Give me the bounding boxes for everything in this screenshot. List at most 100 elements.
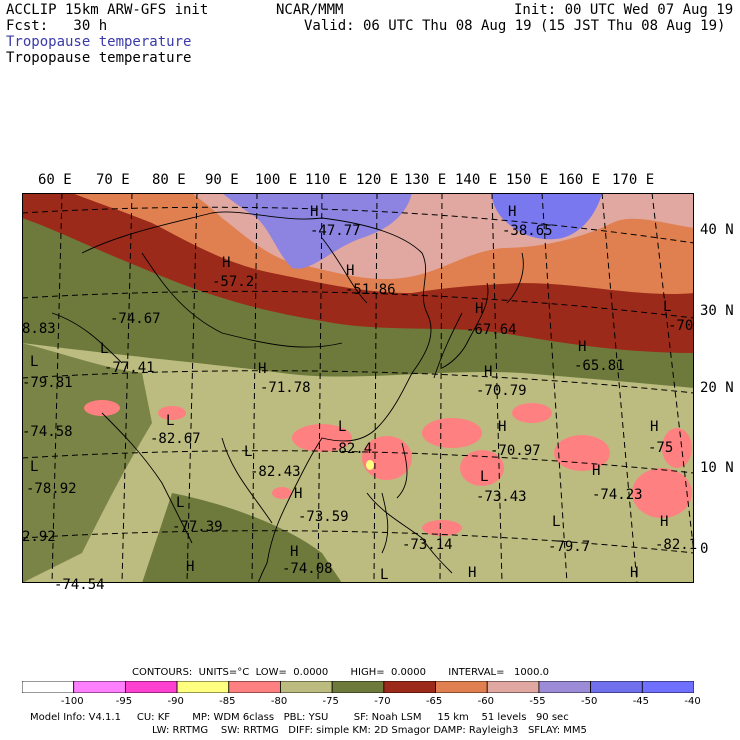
value-label: -73.14 bbox=[402, 537, 453, 553]
high-marker: H bbox=[290, 544, 299, 560]
value-label: -82.1 bbox=[655, 537, 698, 553]
high-marker: H bbox=[508, 204, 517, 220]
value-label: -38.65 bbox=[502, 223, 553, 239]
color-scale-tick: -75 bbox=[322, 696, 339, 707]
value-label: -77.39 bbox=[172, 519, 223, 535]
value-label: -65.81 bbox=[574, 358, 625, 374]
low-marker: L bbox=[30, 354, 39, 370]
title-blue: Tropopause temperature bbox=[6, 34, 192, 50]
low-marker: L bbox=[244, 444, 253, 460]
high-marker: H bbox=[186, 559, 195, 575]
high-marker: H bbox=[484, 364, 493, 380]
lon-label: 120 E bbox=[356, 172, 399, 188]
warm-speck bbox=[366, 460, 374, 470]
high-marker: H bbox=[592, 463, 601, 479]
value-label: -74.54 bbox=[54, 577, 105, 593]
color-swatch bbox=[176, 681, 230, 693]
tropopause-temperature-map bbox=[22, 193, 694, 583]
high-marker: H bbox=[468, 565, 477, 581]
coastlines bbox=[51, 211, 524, 583]
color-scale-tick: -55 bbox=[529, 696, 546, 707]
value-label: -78.92 bbox=[26, 481, 77, 497]
lon-label: 170 E bbox=[612, 172, 655, 188]
low-marker: L bbox=[552, 514, 561, 530]
lon-label: 150 E bbox=[506, 172, 549, 188]
color-swatch bbox=[486, 681, 540, 693]
value-label: 8.83 bbox=[22, 321, 56, 337]
header-line1-right: Init: 00 UTC Wed 07 Aug 19 bbox=[514, 2, 734, 18]
header-line2-left: Fcst: 30 h bbox=[6, 18, 108, 34]
value-label: -82.67 bbox=[150, 431, 201, 447]
band-purple-west bbox=[222, 193, 412, 269]
color-swatch bbox=[383, 681, 436, 693]
lon-label: 110 E bbox=[305, 172, 348, 188]
color-scale-tick: -100 bbox=[60, 696, 84, 707]
value-label: -79.81 bbox=[22, 375, 73, 391]
color-scale-tick: -70 bbox=[374, 696, 391, 707]
low-marker: L bbox=[100, 341, 109, 357]
high-marker: H bbox=[475, 301, 484, 317]
model-info-line1: Model Info: V4.1.1 CU: KF MP: WDM 6class… bbox=[30, 712, 569, 723]
header-line1-center: NCAR/MMM bbox=[276, 2, 344, 18]
value-label: -79.7 bbox=[548, 539, 591, 555]
lat-label: 10 N bbox=[700, 460, 734, 476]
high-marker: H bbox=[222, 255, 231, 271]
cold-patches bbox=[84, 400, 692, 536]
high-marker: H bbox=[660, 514, 669, 530]
value-label: -73.59 bbox=[298, 509, 349, 525]
color-swatch bbox=[22, 681, 75, 693]
value-label: -70.79 bbox=[476, 383, 527, 399]
color-swatch bbox=[641, 681, 694, 693]
low-marker: L bbox=[380, 567, 389, 583]
low-marker: L bbox=[166, 413, 175, 429]
low-marker: L bbox=[663, 299, 672, 315]
lat-label: 40 N bbox=[700, 222, 734, 238]
high-marker: H bbox=[578, 339, 587, 355]
value-label: -82.4 bbox=[330, 441, 373, 457]
value-label: -74.67 bbox=[110, 311, 161, 327]
value-label: -47.77 bbox=[310, 223, 361, 239]
contours-line: CONTOURS: UNITS=°C LOW= 0.0000 HIGH= 0.0… bbox=[132, 667, 550, 678]
color-swatch bbox=[124, 681, 178, 693]
high-marker: H bbox=[294, 486, 303, 502]
value-label: -74.58 bbox=[22, 424, 73, 440]
lon-label: 90 E bbox=[205, 172, 239, 188]
color-swatch bbox=[435, 681, 488, 693]
high-marker: H bbox=[310, 204, 319, 220]
lon-label: 70 E bbox=[96, 172, 130, 188]
high-marker: H bbox=[346, 263, 355, 279]
band-olive-south bbox=[142, 493, 342, 583]
color-swatch bbox=[538, 681, 592, 693]
value-label: -82.43 bbox=[250, 464, 301, 480]
low-marker: L bbox=[338, 419, 347, 435]
value-label: -51.86 bbox=[345, 282, 396, 298]
lon-label: 80 E bbox=[152, 172, 186, 188]
low-marker: L bbox=[480, 469, 489, 485]
lon-label: 100 E bbox=[255, 172, 298, 188]
value-label: 2.92 bbox=[22, 529, 56, 545]
lat-label: 30 N bbox=[700, 303, 734, 319]
value-label: -75 bbox=[648, 440, 674, 456]
value-label: -57.2 bbox=[212, 274, 255, 290]
high-marker: H bbox=[650, 419, 659, 435]
band-olive-west bbox=[22, 343, 152, 583]
color-scale-tick: -90 bbox=[167, 696, 184, 707]
value-label: -70.97 bbox=[490, 443, 541, 459]
lon-label: 140 E bbox=[455, 172, 498, 188]
high-marker: H bbox=[630, 565, 639, 581]
color-swatch bbox=[590, 681, 643, 693]
high-marker: H bbox=[258, 361, 267, 377]
color-scale-tick: -60 bbox=[477, 696, 494, 707]
high-marker: H bbox=[498, 419, 507, 435]
color-swatch bbox=[73, 681, 126, 693]
lon-label: 160 E bbox=[558, 172, 601, 188]
low-marker: L bbox=[30, 459, 39, 475]
header-line2-right: Valid: 06 UTC Thu 08 Aug 19 (15 JST Thu … bbox=[304, 18, 726, 34]
value-label: -74.08 bbox=[282, 561, 333, 577]
title-black: Tropopause temperature bbox=[6, 50, 192, 66]
lat-label: 0 bbox=[700, 541, 709, 557]
color-swatch bbox=[331, 681, 385, 693]
color-scale-tick: -40 bbox=[684, 696, 701, 707]
value-label: -71.78 bbox=[260, 380, 311, 396]
model-info-line2: LW: RRTMG SW: RRTMG DIFF: simple KM: 2D … bbox=[152, 725, 587, 736]
